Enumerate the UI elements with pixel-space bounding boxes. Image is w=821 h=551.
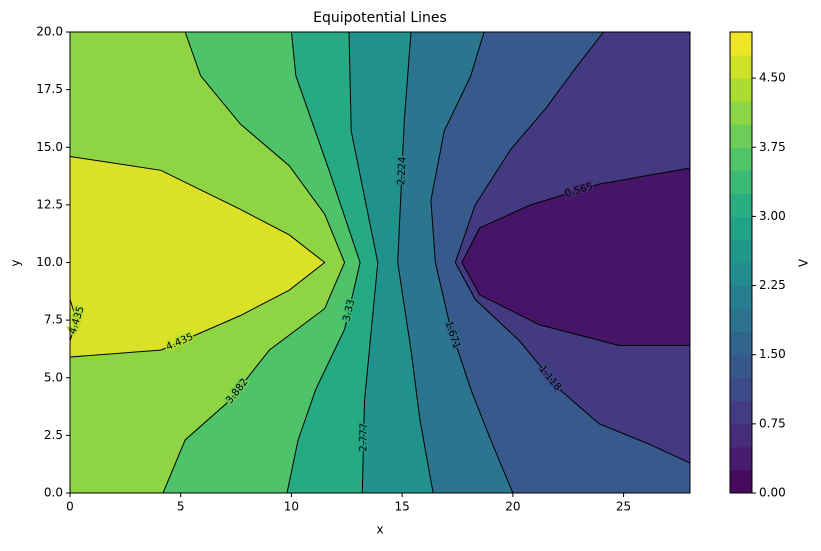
colorbar-tick-label: 2.25 bbox=[759, 278, 786, 292]
contour-line bbox=[454, 31, 691, 464]
colorbar-tick-label: 3.75 bbox=[759, 140, 786, 154]
x-tick-label: 10 bbox=[284, 500, 299, 514]
colorbar-band bbox=[730, 354, 752, 379]
contour-line bbox=[348, 31, 379, 494]
y-tick-label: 0.0 bbox=[44, 486, 63, 500]
colorbar-tick-label: 0.75 bbox=[759, 416, 786, 430]
x-tick-label: 0 bbox=[66, 500, 74, 514]
colorbar-band bbox=[730, 308, 752, 333]
colorbar-band bbox=[730, 285, 752, 310]
colorbar-band bbox=[730, 193, 752, 217]
colorbar-band bbox=[730, 55, 752, 79]
contour-fill bbox=[70, 299, 77, 341]
plot-area: 0.5651.1181.6712.2242.7773.333.8824.4354… bbox=[66, 31, 691, 494]
colorbar-tick-label: 3.00 bbox=[759, 209, 786, 223]
colorbar-band bbox=[730, 78, 752, 102]
y-tick-label: 5.0 bbox=[44, 370, 63, 384]
contour-label: 2.777 bbox=[358, 423, 370, 452]
colorbar-tick-label: 0.00 bbox=[759, 486, 786, 500]
y-tick-label: 7.5 bbox=[44, 313, 63, 327]
colorbar-frame bbox=[729, 31, 753, 494]
y-axis-label: y bbox=[9, 259, 23, 266]
contour-label: 2.224 bbox=[396, 156, 408, 185]
y-tick-label: 2.5 bbox=[44, 428, 63, 442]
colorbar-band bbox=[730, 32, 752, 56]
colorbar-band bbox=[730, 377, 752, 402]
colorbar-band bbox=[730, 170, 752, 194]
contour-line bbox=[461, 167, 691, 346]
colorbar-label: V bbox=[797, 258, 811, 267]
colorbar-band bbox=[730, 262, 752, 287]
contour-line bbox=[162, 31, 346, 494]
y-tick-label: 12.5 bbox=[36, 197, 63, 211]
chart-title: Equipotential Lines bbox=[313, 10, 447, 26]
colorbar-band bbox=[730, 147, 752, 171]
x-tick-label: 25 bbox=[616, 500, 631, 514]
colorbar-band bbox=[730, 101, 752, 125]
colorbar-tick-label: 1.50 bbox=[759, 347, 786, 361]
x-tick-label: 15 bbox=[395, 500, 410, 514]
y-tick-label: 17.5 bbox=[36, 82, 63, 96]
y-tick-label: 20.0 bbox=[36, 25, 63, 39]
colorbar-band bbox=[730, 423, 752, 448]
contour-line bbox=[397, 31, 434, 494]
x-tick-label: 20 bbox=[505, 500, 520, 514]
colorbar-band bbox=[730, 446, 752, 471]
colorbar-band bbox=[730, 400, 752, 425]
x-tick-label: 5 bbox=[177, 500, 185, 514]
colorbar-band bbox=[730, 239, 752, 263]
contour-line bbox=[430, 31, 514, 494]
colorbar-band bbox=[730, 216, 752, 240]
colorbar-band bbox=[730, 331, 752, 356]
contour-line bbox=[69, 155, 326, 358]
contour-line bbox=[69, 299, 78, 342]
colorbar-band bbox=[730, 469, 752, 494]
colorbar-band bbox=[730, 124, 752, 148]
y-tick-label: 15.0 bbox=[36, 140, 63, 154]
colorbar-tick-label: 4.50 bbox=[759, 71, 786, 85]
x-axis-label: x bbox=[376, 523, 383, 537]
y-tick-label: 10.0 bbox=[36, 255, 63, 269]
contour-fill bbox=[70, 156, 325, 358]
contour-line bbox=[286, 31, 361, 494]
